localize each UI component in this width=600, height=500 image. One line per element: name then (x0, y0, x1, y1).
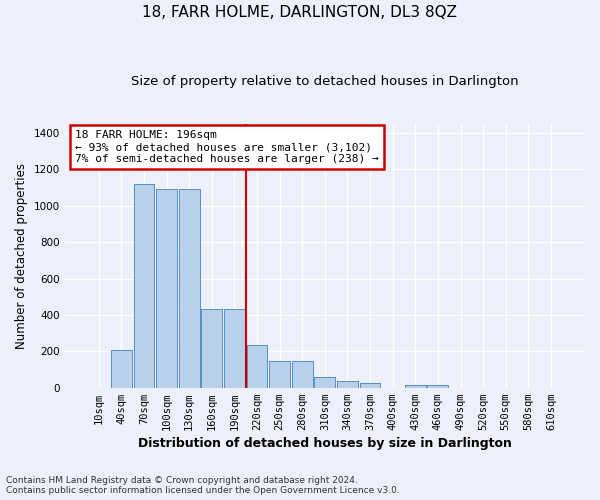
Bar (405, 385, 425, 388)
Bar (134, 184, 154, 388)
Bar (156, 190, 177, 388)
Bar (292, 361, 313, 388)
Bar (224, 308, 245, 388)
Bar (179, 190, 200, 388)
Title: Size of property relative to detached houses in Darlington: Size of property relative to detached ho… (131, 75, 518, 88)
Bar (337, 381, 358, 388)
Bar (247, 346, 268, 388)
Y-axis label: Number of detached properties: Number of detached properties (15, 163, 28, 349)
Bar (111, 350, 132, 388)
Bar (314, 378, 335, 388)
Bar (269, 361, 290, 388)
Text: 18 FARR HOLME: 196sqm
← 93% of detached houses are smaller (3,102)
7% of semi-de: 18 FARR HOLME: 196sqm ← 93% of detached … (75, 130, 379, 164)
Bar (359, 382, 380, 388)
Text: 18, FARR HOLME, DARLINGTON, DL3 8QZ: 18, FARR HOLME, DARLINGTON, DL3 8QZ (143, 5, 458, 20)
Text: Contains HM Land Registry data © Crown copyright and database right 2024.
Contai: Contains HM Land Registry data © Crown c… (6, 476, 400, 495)
X-axis label: Distribution of detached houses by size in Darlington: Distribution of detached houses by size … (138, 437, 512, 450)
Bar (427, 385, 448, 388)
Bar (202, 308, 222, 388)
